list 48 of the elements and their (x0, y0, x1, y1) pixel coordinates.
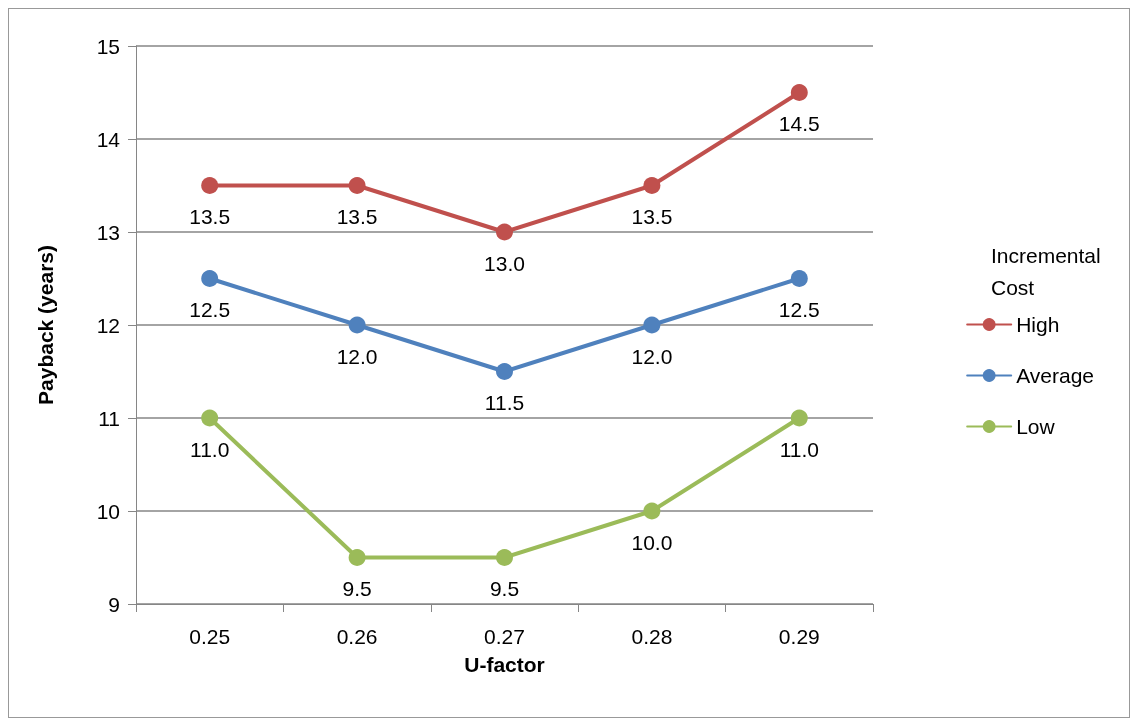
point (790, 409, 808, 427)
y-axis-title: Payback (years) (34, 245, 57, 405)
point (201, 270, 219, 287)
data-label: 12.0 (336, 344, 378, 368)
data-label: 11.0 (190, 437, 230, 461)
y-tick-label: 14 (96, 127, 121, 151)
point (790, 270, 808, 287)
point (496, 549, 513, 566)
data-label: 9.5 (489, 577, 520, 600)
legend-label: High (1016, 313, 1060, 336)
x-tick-label: 0.25 (189, 625, 231, 648)
x-axis-title: U-factor (464, 653, 545, 676)
data-label: 12.5 (778, 298, 820, 321)
y-tick-label: 9 (108, 592, 120, 616)
point (496, 363, 513, 380)
data-label: 11.0 (779, 437, 819, 461)
data-label: 9.5 (342, 577, 372, 600)
y-tick-label: 10 (96, 499, 120, 523)
data-label: 10.0 (631, 530, 673, 554)
data-label: 12.0 (631, 344, 673, 368)
x-tick-label: 0.27 (484, 625, 525, 648)
point (348, 549, 366, 566)
data-label: 11.5 (484, 391, 525, 414)
y-tick-label: 15 (96, 34, 120, 58)
y-tick-label: 13 (96, 220, 120, 244)
data-label: 12.5 (189, 298, 231, 321)
point (348, 177, 366, 194)
data-label: 13.0 (484, 251, 525, 275)
point (790, 84, 808, 101)
x-tick-label: 0.28 (631, 625, 673, 648)
legend-label: Low (1016, 415, 1056, 438)
y-tick-label: 12 (96, 313, 120, 337)
data-label: 13.5 (336, 205, 378, 228)
point (643, 502, 661, 520)
point (348, 316, 366, 334)
legend-title: Incremental Cost (991, 243, 1107, 299)
point (201, 409, 219, 427)
point (496, 223, 513, 241)
data-label: 13.5 (631, 205, 673, 228)
x-tick-label: 0.26 (336, 625, 378, 648)
point (201, 177, 219, 194)
x-tick-label: 0.29 (778, 625, 820, 648)
data-label: 13.5 (189, 205, 231, 228)
data-label: 14.5 (778, 112, 820, 135)
point (643, 177, 661, 194)
point (643, 316, 661, 334)
y-tick-label: 11 (98, 406, 120, 430)
legend-label: Average (1016, 364, 1095, 387)
